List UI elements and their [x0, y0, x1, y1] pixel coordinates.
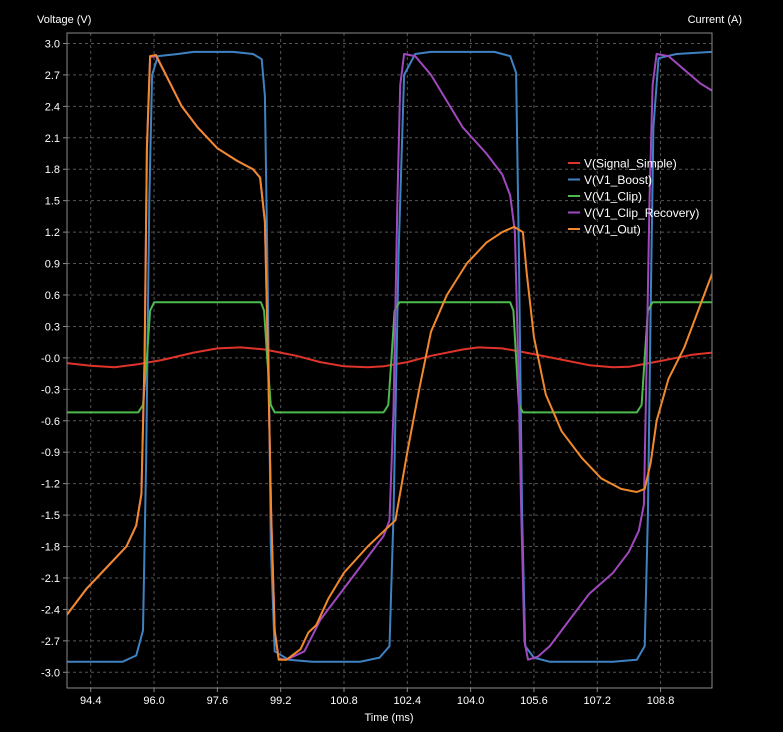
x-tick-label: 102.4: [394, 695, 422, 707]
y-tick-label: -1.8: [41, 542, 60, 554]
y-tick-label: -2.7: [41, 636, 60, 648]
legend-label: V(V1_Clip_Recovery): [584, 206, 699, 220]
legend-label: V(V1_Out): [584, 223, 641, 237]
y-tick-label: 2.4: [45, 101, 60, 113]
x-tick-label: 97.6: [207, 695, 228, 707]
x-tick-label: 100.8: [330, 695, 358, 707]
y-tick-label: -0.6: [41, 416, 60, 428]
x-tick-label: 99.2: [270, 695, 291, 707]
plot-frame: [66, 32, 713, 689]
legend-label: V(Signal_Simple): [584, 157, 677, 171]
y-tick-label: 1.8: [45, 164, 60, 176]
x-tick-label: 96.0: [143, 695, 164, 707]
y-tick-label: -1.5: [41, 510, 60, 522]
y-tick-label: 0.3: [45, 321, 60, 333]
x-tick-label: 107.2: [583, 695, 611, 707]
y-tick-label: -2.4: [41, 604, 60, 616]
y-tick-label: 1.2: [45, 227, 60, 239]
y-tick-label: -0.9: [41, 447, 60, 459]
y2-axis-title: Current (A): [688, 14, 742, 26]
x-tick-label: 105.6: [520, 695, 548, 707]
y-tick-label: -2.1: [41, 573, 60, 585]
y-tick-label: 3.0: [45, 38, 60, 50]
x-tick-label: 104.0: [457, 695, 485, 707]
series-line-2: [67, 301, 712, 414]
y-tick-label: 2.1: [45, 133, 60, 145]
legend-label: V(V1_Boost): [584, 173, 652, 187]
x-axis-title: Time (ms): [364, 712, 413, 724]
legend-label: V(V1_Clip): [584, 190, 642, 204]
y-tick-label: 0.6: [45, 290, 60, 302]
y-tick-label: -3.0: [41, 667, 60, 679]
series-line-4: [67, 54, 712, 661]
y-axis-title: Voltage (V): [37, 14, 91, 26]
x-axis-ticks: 94.4 96.0 97.6 99.2 100.8 102.4 104.0 105.6 107.…: [80, 688, 674, 707]
y-tick-label: 2.7: [45, 70, 60, 82]
y-tick-label: -1.2: [41, 479, 60, 491]
legend: V(Signal_Simple) V(V1_Boost) V(V1_Clip) V(V…: [568, 157, 699, 237]
y-tick-label: -0.0: [41, 353, 60, 365]
y-axis-ticks: 3.0 2.7 2.4 2.1 1.8 1.5 1.2 0.9 0.6 0.3 -0.0 -0.3 -0…: [41, 38, 67, 679]
series-layer: [67, 50, 712, 663]
series-line-3: [67, 53, 712, 661]
x-tick-label: 108.8: [647, 695, 675, 707]
grid: [67, 33, 712, 688]
y-tick-label: 1.5: [45, 196, 60, 208]
y-tick-label: 0.9: [45, 259, 60, 271]
series-line-1: [67, 50, 712, 663]
series-line-0: [67, 346, 712, 369]
x-tick-label: 94.4: [80, 695, 101, 707]
y-tick-label: -0.3: [41, 384, 60, 396]
